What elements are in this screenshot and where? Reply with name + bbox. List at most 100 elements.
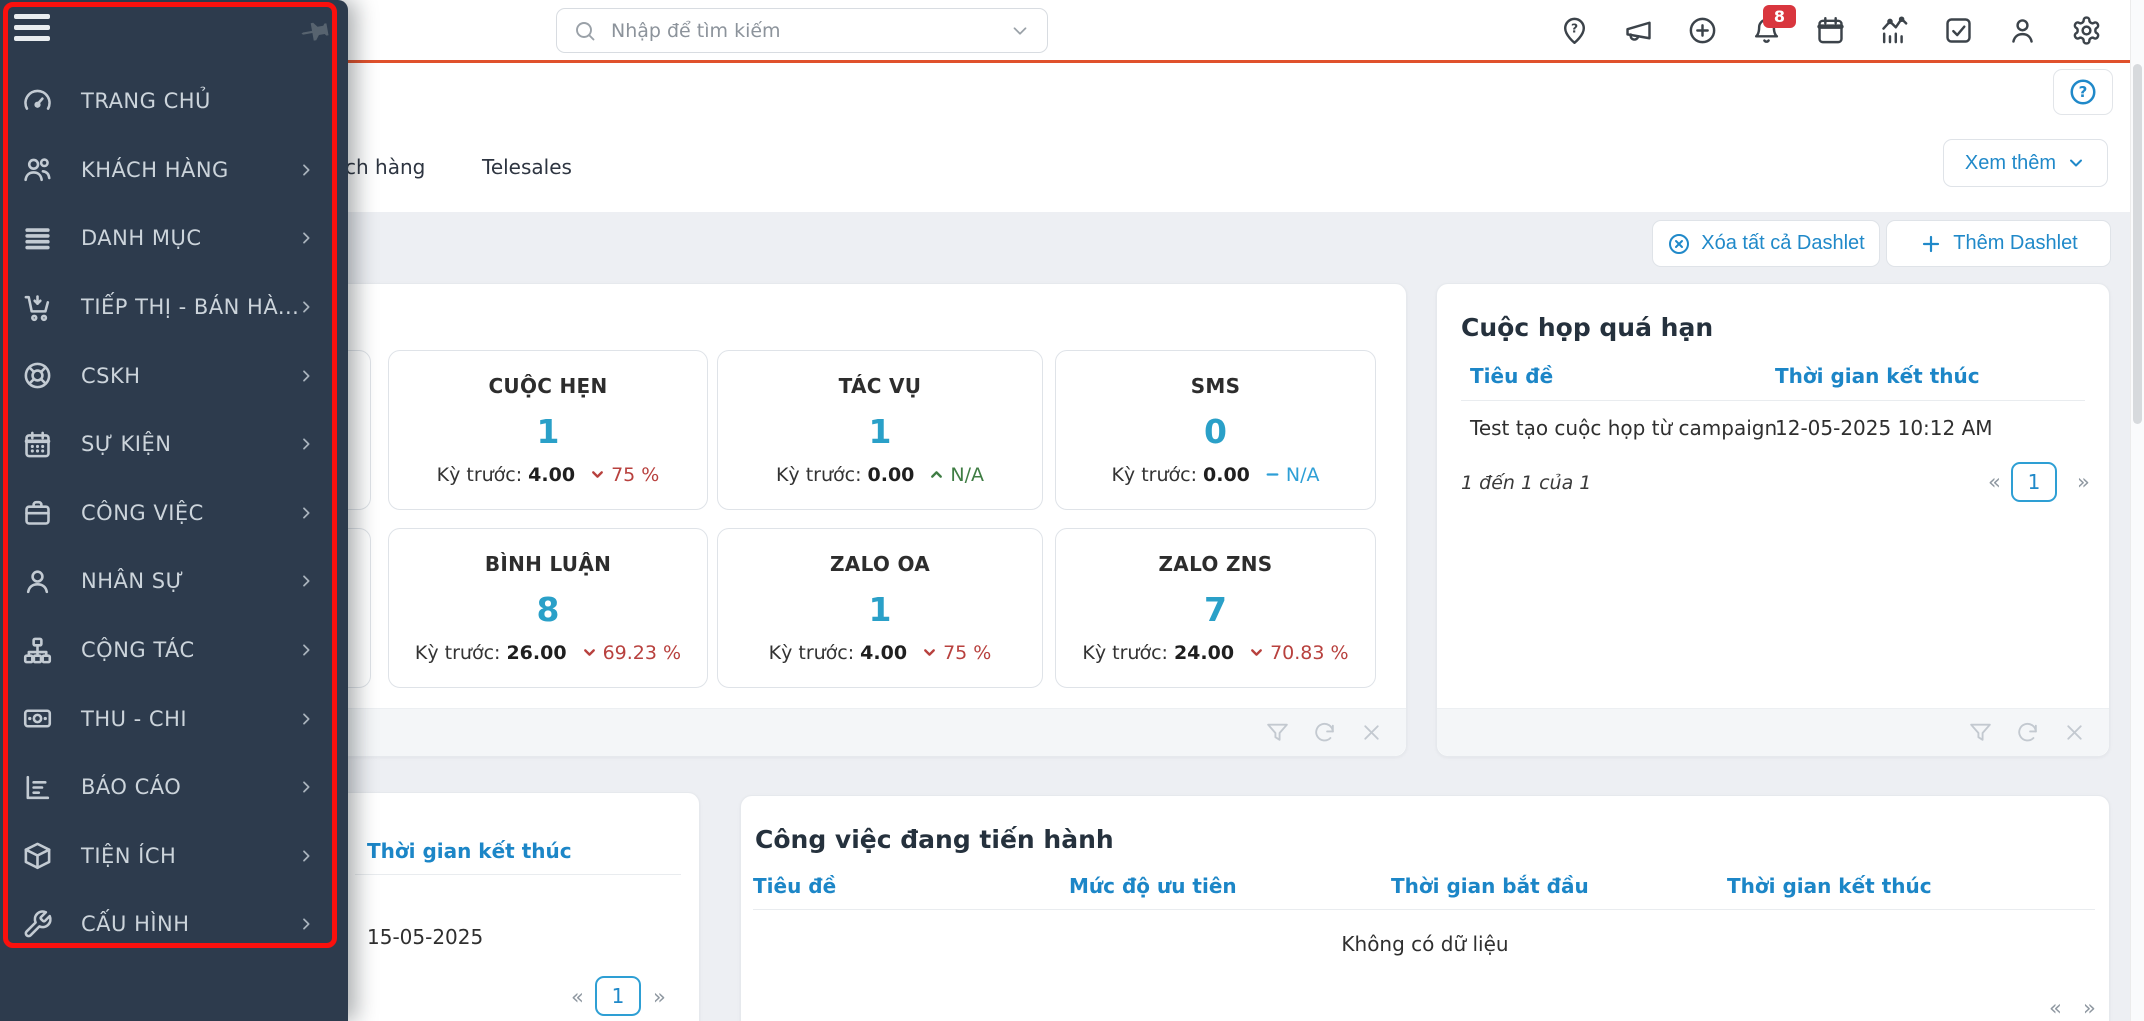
- kpi-delta: 70.83 %: [1248, 642, 1349, 664]
- sidebar-item-su-kien[interactable]: SỰ KIỆN: [0, 410, 348, 479]
- pagination-next[interactable]: »: [653, 985, 666, 1009]
- refresh-icon[interactable]: [1312, 720, 1337, 745]
- pagination-prev[interactable]: «: [571, 985, 584, 1009]
- banknote-icon: [23, 709, 52, 728]
- kpi-previous-line: Kỳ trước: 0.00 N/A: [1111, 463, 1320, 486]
- kpi-card-zalo-oa[interactable]: ZALO OA 1 Kỳ trước: 4.00 75 %: [717, 528, 1043, 688]
- kpi-title: CUỘC HẸN: [488, 374, 608, 399]
- pagination-prev[interactable]: «: [2049, 996, 2062, 1020]
- empty-state-text: Không có dữ liệu: [1341, 932, 1509, 956]
- sidebar-item-cong-viec[interactable]: CÔNG VIỆC: [0, 479, 348, 548]
- sidebar-item-khach-hang[interactable]: KHÁCH HÀNG: [0, 136, 348, 205]
- pagination-next[interactable]: »: [2077, 470, 2090, 494]
- overdue-meetings-panel: Cuộc họp quá hạn Tiêu đề Thời gian kết t…: [1436, 283, 2110, 757]
- kpi-title: SMS: [1190, 374, 1241, 399]
- sidebar-item-label: CỘNG TÁC: [81, 638, 195, 663]
- vertical-scrollbar[interactable]: [2130, 0, 2144, 1021]
- filter-icon[interactable]: [1968, 720, 1993, 745]
- filter-icon[interactable]: [1265, 720, 1290, 745]
- sidebar-menu: TRANG CHỦ KHÁCH HÀNG DANH MỤC TIẾP THỊ -…: [0, 0, 348, 1021]
- kpi-card-binh-luan[interactable]: BÌNH LUẬN 8 Kỳ trước: 26.00 69.23 %: [388, 528, 708, 688]
- panel-title: Công việc đang tiến hành: [755, 824, 1114, 854]
- pagination-page-1[interactable]: 1: [2011, 462, 2057, 502]
- tab-partial[interactable]: ch hàng: [345, 154, 426, 179]
- column-header-end-time[interactable]: Thời gian kết thúc: [1775, 364, 1980, 388]
- column-header-title[interactable]: Tiêu đề: [753, 874, 837, 898]
- sidebar-item-cau-hinh[interactable]: CẤU HÌNH: [0, 890, 348, 959]
- column-header-end-time[interactable]: Thời gian kết thúc: [367, 839, 572, 863]
- pagination-prev[interactable]: «: [1988, 470, 2001, 494]
- analytics-icon[interactable]: [1879, 15, 1910, 46]
- sidebar-item-thu-chi[interactable]: THU - CHI: [0, 684, 348, 753]
- add-dashlet-label: Thêm Dashlet: [1953, 232, 2078, 254]
- settings-gear-icon[interactable]: [2071, 15, 2102, 46]
- chevron-right-icon: [298, 779, 314, 795]
- kpi-card-cuoc-hen[interactable]: CUỘC HẸN 1 Kỳ trước: 4.00 75 %: [388, 350, 708, 510]
- sidebar-item-cong-tac[interactable]: CỘNG TÁC: [0, 616, 348, 685]
- kpi-value: 7: [1204, 589, 1227, 629]
- kpi-title: BÌNH LUẬN: [484, 552, 612, 577]
- hamburger-menu-icon[interactable]: [14, 14, 50, 47]
- kpi-title: TÁC VỤ: [838, 374, 922, 399]
- calendar-icon[interactable]: [1815, 15, 1846, 46]
- sidebar-item-label: TIỆN ÍCH: [81, 843, 177, 868]
- page-header-strip: ?: [0, 60, 2144, 122]
- sidebar-item-label: TIẾP THỊ - BÁN HÀ...: [81, 295, 300, 320]
- pagination-info: 1 đến 1 của 1: [1461, 472, 1592, 494]
- chevron-right-icon: [298, 368, 314, 384]
- pin-sidebar-icon[interactable]: [296, 10, 338, 52]
- sidebar-item-label: KHÁCH HÀNG: [81, 157, 229, 182]
- tasks-checkbox-icon[interactable]: [1943, 15, 1974, 46]
- sidebar-item-tien-ich[interactable]: TIỆN ÍCH: [0, 822, 348, 891]
- kpi-card-zalo-zns[interactable]: ZALO ZNS 7 Kỳ trước: 24.00 70.83 %: [1055, 528, 1376, 688]
- deadline-partial-panel: Thời gian kết thúc 15-05-2025 « 1 »: [330, 792, 700, 1021]
- chevron-down-icon: [2070, 159, 2083, 167]
- meeting-end-time-cell: 12-05-2025 10:12 AM: [1775, 416, 1993, 440]
- help-question-icon: ?: [2070, 79, 2096, 105]
- close-icon[interactable]: [1359, 720, 1384, 745]
- scrollbar-thumb[interactable]: [2133, 64, 2142, 424]
- search-scope-chevron-icon[interactable]: [1009, 20, 1031, 42]
- tab-telesales[interactable]: Telesales: [482, 154, 572, 179]
- add-dashlet-button[interactable]: Thêm Dashlet: [1886, 220, 2111, 267]
- sidebar-item-cskh[interactable]: CSKH: [0, 341, 348, 410]
- search-input[interactable]: [609, 18, 997, 43]
- sidebar-item-trang-chu[interactable]: TRANG CHỦ: [0, 67, 348, 136]
- see-more-button[interactable]: Xem thêm: [1943, 139, 2108, 187]
- sidebar-item-bao-cao[interactable]: BÁO CÁO: [0, 753, 348, 822]
- wrench-icon: [24, 910, 52, 938]
- kpi-previous-line: Kỳ trước: 0.00 N/A: [775, 463, 985, 486]
- help-button[interactable]: ?: [2053, 69, 2113, 115]
- chevron-right-icon: [298, 916, 314, 932]
- kpi-card-tac-vu[interactable]: TÁC VỤ 1 Kỳ trước: 0.00 N/A: [717, 350, 1043, 510]
- add-circle-icon[interactable]: [1687, 15, 1718, 46]
- refresh-icon[interactable]: [2015, 720, 2040, 745]
- delta-down-icon: [583, 649, 595, 657]
- dashboard-tabs-row: ch hàng Telesales Xem thêm: [0, 121, 2144, 212]
- clear-all-dashlet-button[interactable]: Xóa tất cả Dashlet: [1652, 220, 1880, 267]
- search-icon: [576, 21, 595, 40]
- megaphone-icon[interactable]: [1623, 15, 1654, 46]
- column-header-priority[interactable]: Mức độ ưu tiên: [1069, 874, 1237, 898]
- user-icon[interactable]: [2007, 15, 2038, 46]
- map-pin-question-icon[interactable]: ?: [1559, 15, 1590, 46]
- kpi-card-sms[interactable]: SMS 0 Kỳ trước: 0.00 N/A: [1055, 350, 1376, 510]
- notifications-button[interactable]: 8: [1751, 4, 1796, 46]
- sidebar-menu-list: TRANG CHỦ KHÁCH HÀNG DANH MỤC TIẾP THỊ -…: [0, 67, 348, 959]
- sidebar-item-nhan-su[interactable]: NHÂN SỰ: [0, 547, 348, 616]
- kpi-value: 8: [536, 589, 560, 629]
- close-icon[interactable]: [2062, 720, 2087, 745]
- chevron-right-icon: [298, 642, 314, 658]
- global-search[interactable]: [556, 8, 1048, 53]
- dashboard-gauge-icon: [24, 89, 51, 110]
- column-header-end-time[interactable]: Thời gian kết thúc: [1727, 874, 1932, 898]
- pagination-page-1[interactable]: 1: [595, 976, 641, 1016]
- sidebar-item-tiep-thi-ban-hang[interactable]: TIẾP THỊ - BÁN HÀ...: [0, 273, 348, 342]
- sidebar-item-danh-muc[interactable]: DANH MỤC: [0, 204, 348, 273]
- column-header-title[interactable]: Tiêu đề: [1470, 364, 1554, 388]
- life-ring-icon: [24, 362, 51, 389]
- column-header-start-time[interactable]: Thời gian bắt đầu: [1391, 874, 1589, 898]
- chevron-right-icon: [298, 436, 314, 452]
- pagination-next[interactable]: »: [2083, 996, 2096, 1020]
- kpi-value: 0: [1204, 411, 1227, 451]
